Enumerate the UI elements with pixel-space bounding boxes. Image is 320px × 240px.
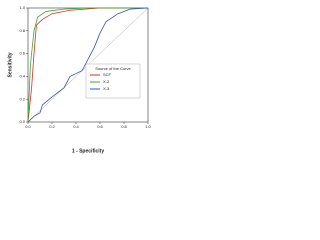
- y-tick-label: 0.6: [19, 51, 25, 56]
- y-tick-label: 0.8: [19, 28, 25, 33]
- legend-label: X-3: [103, 86, 110, 91]
- x-tick-label: 0.0: [25, 124, 31, 129]
- x-tick-label: 1.0: [145, 124, 151, 129]
- y-tick-label: 0.0: [19, 119, 25, 124]
- x-tick-label: 0.6: [97, 124, 103, 129]
- legend-title: Source of the Curve: [95, 66, 131, 71]
- legend-box: [85, 63, 141, 99]
- roc-curve: [27, 7, 148, 123]
- page: {"chart_data": {"type": "line", "xlabel"…: [0, 0, 200, 161]
- roc-curve: [27, 7, 149, 123]
- y-tick-label: 0.2: [19, 96, 25, 101]
- chart: 1 - Specificity Sensitivity Source of th…: [7, 5, 151, 154]
- x-tick-label: 0.8: [121, 124, 127, 129]
- y-tick-label: 1.0: [19, 5, 25, 10]
- legend-label: X-2: [103, 79, 110, 84]
- x-axis-title: 1 - Specificity: [72, 148, 104, 154]
- y-tick-label: 0.4: [19, 73, 25, 78]
- roc-curve: [27, 7, 148, 123]
- legend-label: SCF: [103, 72, 112, 77]
- x-tick-label: 0.4: [73, 124, 79, 129]
- y-axis-title: Sensitivity: [7, 52, 13, 77]
- x-tick-label: 0.2: [49, 124, 55, 129]
